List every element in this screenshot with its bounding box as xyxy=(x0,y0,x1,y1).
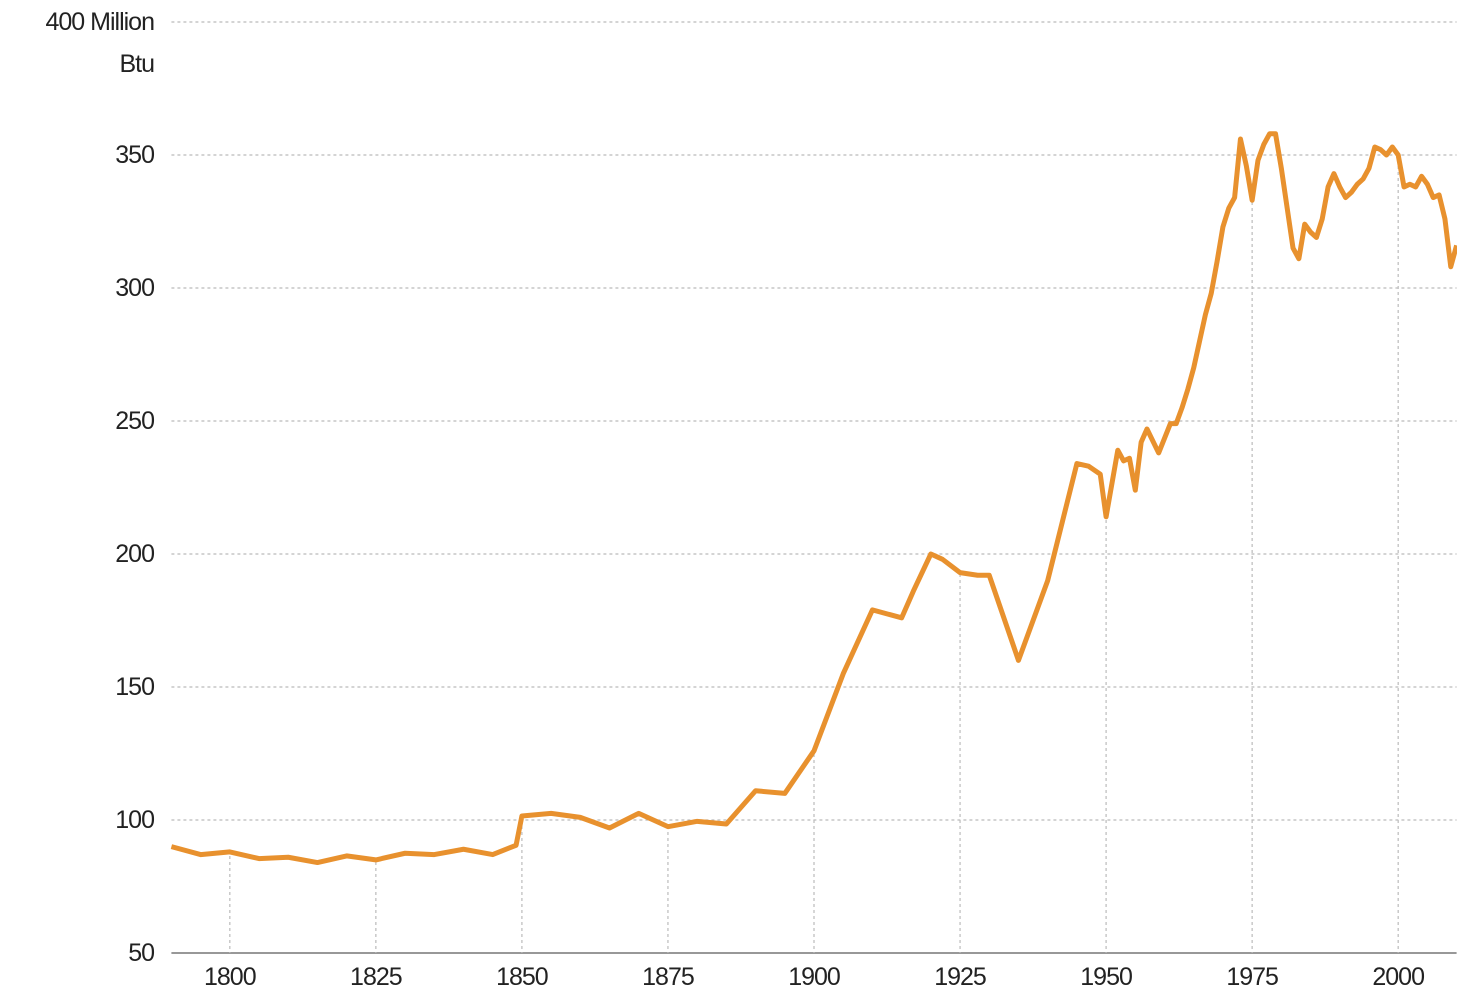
y-tick-label: 300 xyxy=(115,274,155,302)
x-tick-label: 1925 xyxy=(934,963,986,991)
data-line xyxy=(170,131,1457,866)
x-tick-label: 1950 xyxy=(1080,963,1132,991)
x-tick-label: 1825 xyxy=(350,963,402,991)
x-tick-label: 2000 xyxy=(1372,963,1424,991)
y-tick-label: 100 xyxy=(115,806,155,834)
y-tick-label: 250 xyxy=(115,407,155,435)
y-tick-label: 150 xyxy=(115,673,155,701)
x-tick-label: 1875 xyxy=(642,963,694,991)
y-tick-label: 350 xyxy=(115,141,155,169)
x-tick-label: 1800 xyxy=(204,963,256,991)
x-tick-label: 1975 xyxy=(1226,963,1278,991)
x-tick-label: 1850 xyxy=(496,963,548,991)
y-tick-label: 200 xyxy=(115,540,155,568)
y-tick-label: 50 xyxy=(128,939,155,967)
y-tick-label: 400 Million Btu xyxy=(45,8,155,78)
x-tick-label: 1900 xyxy=(788,963,840,991)
